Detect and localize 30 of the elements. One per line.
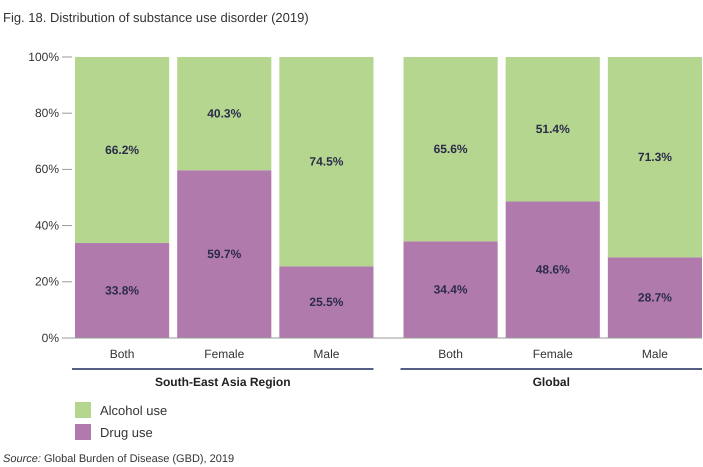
data-label: 40.3%	[207, 106, 242, 121]
source-note: Source: Global Burden of Disease (GBD), 2019	[3, 453, 234, 465]
y-tick-label: 20%	[34, 274, 60, 289]
data-label: 66.2%	[105, 143, 140, 158]
x-tick-label: Both	[438, 347, 463, 361]
legend-label: Drug use	[100, 425, 153, 440]
y-tick-label: 40%	[34, 218, 60, 232]
x-tick-label: Female	[204, 347, 245, 361]
data-label: 59.7%	[207, 247, 242, 262]
data-label: 51.4%	[536, 122, 570, 136]
data-label: 65.6%	[434, 142, 468, 156]
data-label: 71.3%	[638, 150, 672, 164]
data-label: 33.8%	[105, 284, 140, 298]
x-tick-label: Male	[313, 347, 340, 361]
y-tick-label: 0%	[42, 330, 60, 345]
legend-label: Alcohol use	[100, 403, 168, 418]
data-label: 48.6%	[536, 262, 570, 277]
text: South-East Asia Region	[154, 375, 291, 389]
chart-title: Fig. 18. Distribution of substance use disorder (2019)	[3, 10, 309, 25]
x-tick-label: Male	[642, 347, 668, 361]
y-tick-label: 60%	[34, 162, 60, 176]
data-label: 74.5%	[309, 154, 344, 169]
data-label: 25.5%	[309, 295, 344, 310]
y-tick-label: 100%	[28, 50, 60, 64]
data-label: 34.4%	[434, 282, 468, 297]
x-tick-label: Female	[532, 347, 574, 361]
x-tick-label: Both	[110, 347, 134, 361]
text: Global	[532, 375, 570, 389]
y-tick-label: 80%	[34, 106, 60, 120]
data-label: 28.7%	[638, 290, 672, 305]
